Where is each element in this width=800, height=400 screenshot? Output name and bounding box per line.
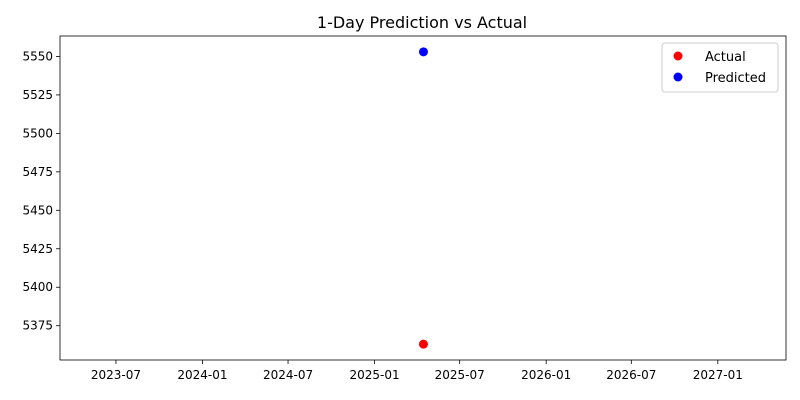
x-tick-label: 2023-07 — [91, 368, 141, 382]
y-tick-label: 5475 — [22, 165, 53, 179]
x-tick-label: 2026-07 — [606, 368, 656, 382]
y-tick-label: 5525 — [22, 88, 53, 102]
data-points — [418, 47, 428, 349]
legend: Actual Predicted — [661, 42, 779, 93]
data-point-predicted — [418, 47, 428, 57]
legend-label: Actual — [705, 50, 746, 65]
y-tick-label: 5450 — [22, 203, 53, 217]
legend-label: Predicted — [705, 71, 766, 86]
x-tick-label: 2024-01 — [177, 368, 227, 382]
x-axis: 2023-07 2024-01 2024-07 2025-01 2025-07 2026-… — [91, 360, 743, 382]
y-tick-label: 5375 — [22, 319, 53, 333]
legend-marker — [673, 72, 683, 82]
chart-title: 1-Day Prediction vs Actual — [317, 13, 527, 32]
legend-box — [661, 42, 779, 93]
y-tick-label: 5400 — [22, 280, 53, 294]
x-tick-label: 2025-07 — [435, 368, 485, 382]
y-tick-label: 5550 — [22, 49, 53, 63]
y-tick-label: 5500 — [22, 126, 53, 140]
x-tick-label: 2025-01 — [349, 368, 399, 382]
plot-area — [59, 35, 787, 361]
x-tick-label: 2026-01 — [521, 368, 571, 382]
y-axis: 5375 5400 5425 5450 5475 5500 5525 5550 — [22, 49, 60, 333]
legend-marker — [673, 51, 683, 61]
y-tick-label: 5425 — [22, 242, 53, 256]
x-tick-label: 2027-01 — [693, 368, 743, 382]
data-point-actual — [418, 339, 428, 349]
x-tick-label: 2024-07 — [263, 368, 313, 382]
